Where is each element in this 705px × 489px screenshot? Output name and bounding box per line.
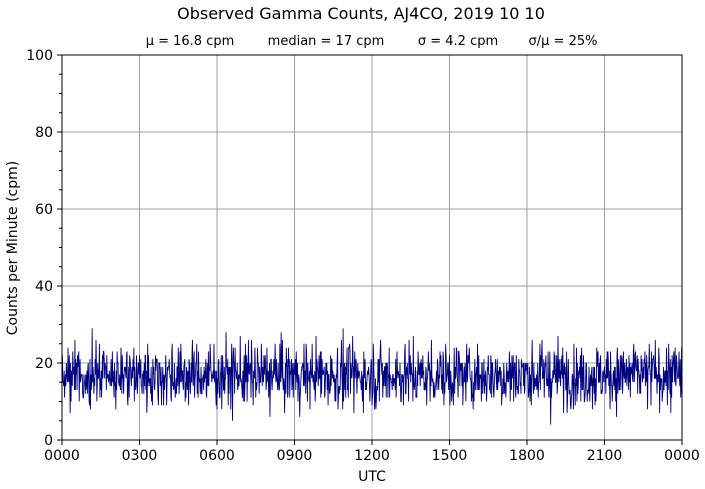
y-tick-label: 0	[44, 433, 53, 449]
x-tick-label: 2100	[587, 448, 623, 464]
x-tick-label: 0300	[122, 448, 158, 464]
x-tick-label: 0000	[664, 448, 700, 464]
x-axis-label: UTC	[358, 469, 386, 485]
x-tick-label: 1800	[509, 448, 545, 464]
series-line	[61, 328, 683, 425]
y-tick-label: 100	[26, 48, 53, 64]
y-tick-label: 80	[35, 125, 53, 141]
x-tick-label: 1500	[432, 448, 468, 464]
stats-row: μ = 16.8 cpm median = 17 cpm σ = 4.2 cpm σ/…	[146, 34, 598, 49]
y-tick-label: 60	[35, 202, 53, 218]
x-tick-label: 0000	[44, 448, 80, 464]
x-tick-label: 0600	[199, 448, 235, 464]
y-tick-label: 40	[35, 279, 53, 295]
stat-label: σ/μ = 25%	[529, 34, 598, 49]
y-tick-label: 20	[35, 356, 53, 372]
stat-label: σ = 4.2 cpm	[418, 34, 498, 49]
stat-label: μ = 16.8 cpm	[146, 34, 235, 49]
series	[61, 328, 683, 425]
chart-title: Observed Gamma Counts, AJ4CO, 2019 10 10	[177, 4, 545, 23]
x-tick-label: 0900	[277, 448, 313, 464]
y-axis-label: Counts per Minute (cpm)	[5, 161, 21, 335]
stat-label: median = 17 cpm	[268, 34, 385, 49]
x-tick-label: 1200	[354, 448, 390, 464]
axes: 0000 0300 0600 0900 1200 1500 1800 2100 00000204…	[26, 48, 700, 464]
